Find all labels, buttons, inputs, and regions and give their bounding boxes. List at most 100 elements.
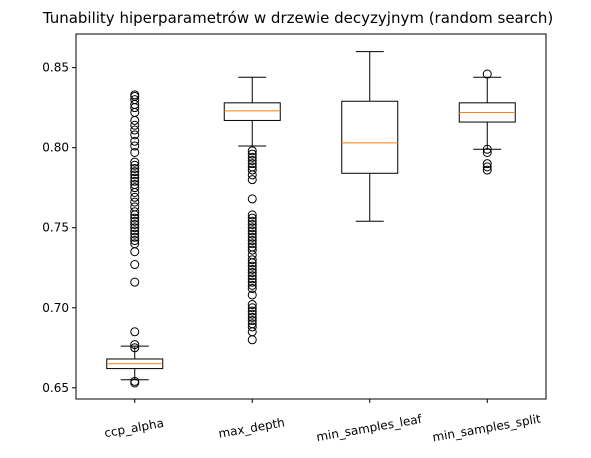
outlier-point [247,165,257,175]
outlier-point [482,147,492,157]
outlier-point [247,322,257,332]
outlier-point [247,194,257,204]
outlier-point [130,136,140,146]
outlier-point [247,280,257,290]
y-tick-label: 0.75 [42,221,69,235]
outlier-point [247,300,257,310]
outlier-point [130,236,140,246]
outlier-point [482,162,492,172]
outlier-point [247,309,257,319]
outlier-point [130,130,140,140]
outlier-point [247,213,257,223]
outlier-point [482,69,492,79]
outlier-point [130,147,140,157]
outlier-point [247,255,257,265]
outlier-point [130,173,140,183]
boxes-layer [106,51,516,388]
outlier-point [247,175,257,185]
outlier-point [130,95,140,105]
outlier-point [130,207,140,217]
outlier-point [482,165,492,175]
outlier-point [130,183,140,193]
outlier-point [130,163,140,173]
x-tick-label: min_samples_split [431,412,542,445]
box-group-min-samples-split [458,69,516,175]
outlier-point [130,220,140,230]
outlier-point [247,261,257,271]
outlier-point [130,260,140,270]
outlier-point [247,312,257,322]
plot-area-frame [75,33,547,400]
outlier-point [247,236,257,246]
outlier-point [247,268,257,278]
outlier-point [482,159,492,169]
outlier-point [130,327,140,337]
outlier-point [247,242,257,252]
iqr-box [223,102,281,121]
outlier-point [247,170,257,180]
y-tick-label: 0.85 [42,61,69,75]
outlier-point [130,115,140,125]
x-axis: ccp_alpha max_depth min_samples_leaf min_sa… [103,399,542,444]
outlier-point [247,232,257,242]
outlier-point [130,179,140,189]
outlier-point [130,90,140,100]
outlier-point [247,210,257,220]
outlier-point [247,149,257,159]
outlier-point [247,223,257,233]
outlier-point [130,167,140,177]
outlier-point [130,229,140,239]
box-group-min-samples-leaf [341,51,399,222]
outlier-point [247,303,257,313]
y-tick-label: 0.70 [42,301,69,315]
outlier-point [247,319,257,329]
outlier-point [247,274,257,284]
outlier-point [247,229,257,239]
outlier-point [247,216,257,226]
y-axis: 0.65 0.70 0.75 0.80 0.85 [42,61,76,395]
outlier-point [130,226,140,236]
x-tick-label: ccp_alpha [103,416,165,440]
y-tick-label: 0.65 [42,381,69,395]
outlier-point [247,306,257,316]
outlier-point [247,162,257,172]
outlier-point [130,340,140,350]
x-tick-label: min_samples_leaf [315,412,423,444]
outlier-point [247,284,257,294]
outlier-point [247,226,257,236]
outlier-point [130,125,140,135]
outlier-point [130,277,140,287]
x-tick-label: max_depth [217,415,285,440]
outlier-point [130,160,140,170]
outlier-point [247,277,257,287]
outlier-point [247,245,257,255]
outlier-point [130,216,140,226]
outlier-point [130,232,140,242]
y-tick-label: 0.80 [42,141,69,155]
outlier-point [247,271,257,281]
outlier-point [130,213,140,223]
outlier-point [247,290,257,300]
chart-title: Tunability hiperparametrów w drzewie dec… [42,9,553,27]
iqr-box [341,100,399,174]
outlier-point [130,239,140,249]
outlier-point [130,187,140,197]
box-group-max-depth [223,76,281,345]
outlier-point [130,120,140,130]
outlier-point [247,335,257,345]
outlier-point [130,192,140,202]
outlier-point [130,223,140,233]
outlier-point [482,144,492,154]
outlier-point [130,247,140,257]
outlier-point [247,159,257,169]
outlier-point [130,343,140,353]
outlier-point [130,170,140,180]
outlier-point [247,220,257,230]
outlier-point [247,155,257,165]
outlier-point [130,376,140,386]
outlier-point [130,107,140,117]
outlier-point [247,264,257,274]
outlier-point [247,250,257,260]
outlier-point [247,327,257,337]
